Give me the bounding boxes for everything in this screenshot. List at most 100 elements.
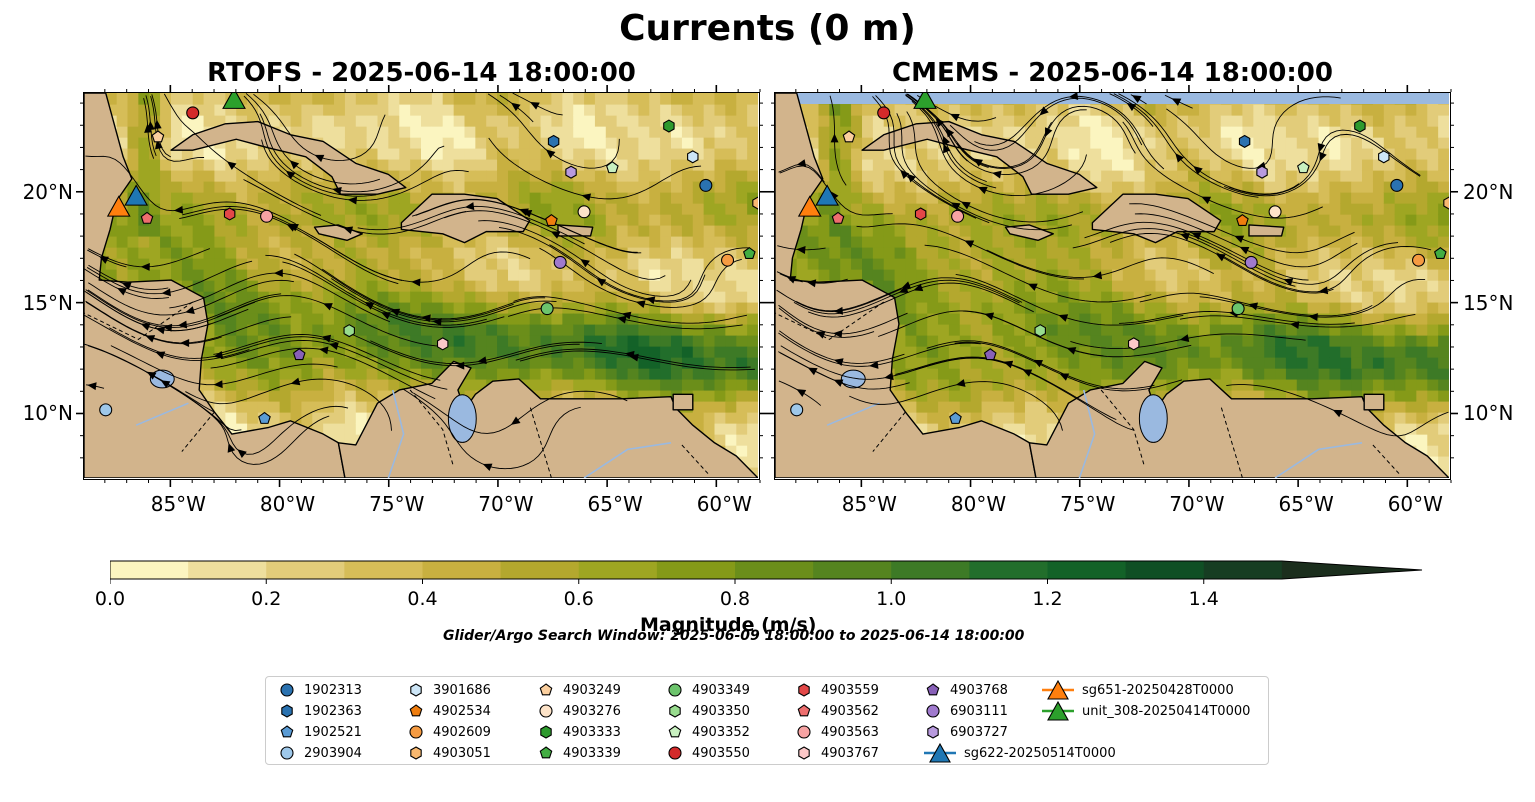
float-marker-4903562[interactable] xyxy=(140,211,154,224)
glider-marker-sg622-20250514T0000[interactable] xyxy=(815,184,840,206)
float-marker-1902521[interactable] xyxy=(258,411,271,424)
float-marker-3901686[interactable] xyxy=(1378,150,1390,164)
float-marker-4903333[interactable] xyxy=(1354,119,1366,133)
float-marker-4903768[interactable] xyxy=(983,348,997,361)
glider-marker-unit_308-20250414T0000[interactable] xyxy=(913,93,937,109)
hexagon-marker-icon xyxy=(798,746,810,760)
float-marker-1902313[interactable] xyxy=(1390,178,1404,192)
legend-item-4902534: 4902534 xyxy=(407,701,491,721)
float-marker-4903350[interactable] xyxy=(1034,324,1046,338)
circle-marker-icon xyxy=(280,683,294,697)
float-marker-4903767[interactable] xyxy=(1127,337,1140,351)
float-marker-4903349[interactable] xyxy=(1231,302,1245,316)
lat-tick-label-right: 15°N xyxy=(1463,290,1514,315)
lat-tick-label-right: 20°N xyxy=(1463,179,1514,204)
legend-label: 4903350 xyxy=(692,703,750,719)
float-marker-4903550[interactable] xyxy=(186,106,200,120)
float-marker-4903349[interactable] xyxy=(540,302,554,316)
float-marker-4903767[interactable] xyxy=(436,337,449,351)
legend-label: sg651-20250428T0000 xyxy=(1082,682,1234,698)
legend-item-4903563: 4903563 xyxy=(795,722,879,742)
colorbar-tick-label: 0.4 xyxy=(407,588,438,610)
circle-marker-icon xyxy=(668,746,682,760)
legend-item-4903276: 4903276 xyxy=(537,701,621,721)
legend-label: 4903051 xyxy=(433,745,491,761)
float-marker-4903051[interactable] xyxy=(1443,196,1449,210)
legend-label: 1902313 xyxy=(304,682,362,698)
float-marker-2903904[interactable] xyxy=(790,403,804,417)
float-marker-4903768[interactable] xyxy=(292,348,306,361)
triangle-line-marker-icon xyxy=(924,743,956,763)
float-marker-4903550[interactable] xyxy=(877,106,891,120)
float-marker-6903727[interactable] xyxy=(565,165,577,179)
float-marker-4903562[interactable] xyxy=(831,211,845,224)
float-marker-4903559[interactable] xyxy=(223,207,236,221)
float-marker-4903249[interactable] xyxy=(842,130,856,143)
legend-item-4903249: 4903249 xyxy=(537,680,621,700)
colorbar-tick-label: 1.2 xyxy=(1032,588,1063,610)
float-marker-4903559[interactable] xyxy=(914,207,927,221)
search-window-text: Glider/Argo Search Window: 2025-06-09 18… xyxy=(443,628,1025,644)
float-marker-1902363[interactable] xyxy=(547,134,560,149)
legend-label: 4903249 xyxy=(563,682,621,698)
lon-tick-label: 70°W xyxy=(1169,492,1225,516)
colorbar-tick-label: 0.8 xyxy=(719,588,751,610)
float-marker-4902534[interactable] xyxy=(1236,213,1249,226)
float-marker-4903249[interactable] xyxy=(151,130,165,143)
lat-tick-label-left: 20°N xyxy=(22,179,73,204)
float-marker-1902363[interactable] xyxy=(1238,134,1251,149)
streamlines xyxy=(776,93,1449,437)
triangle-line-marker-icon xyxy=(1042,680,1074,700)
hexagon-marker-icon xyxy=(410,746,422,760)
legend-label: 4902609 xyxy=(433,724,491,740)
float-marker-4903339[interactable] xyxy=(1434,247,1447,260)
float-marker-1902521[interactable] xyxy=(949,411,962,424)
float-marker-4903339[interactable] xyxy=(743,247,756,260)
float-marker-4902609[interactable] xyxy=(1412,253,1426,267)
legend-label: 1902363 xyxy=(304,703,362,719)
colorbar-tick-label: 1.4 xyxy=(1188,588,1219,610)
float-marker-1902313[interactable] xyxy=(699,178,713,192)
legend-item-4903349: 4903349 xyxy=(666,680,750,700)
glider-marker-sg651-20250428T0000[interactable] xyxy=(106,195,131,217)
float-marker-6903727[interactable] xyxy=(1256,165,1268,179)
float-marker-6903111[interactable] xyxy=(1244,255,1258,269)
float-marker-4903350[interactable] xyxy=(343,324,355,338)
float-marker-4903051[interactable] xyxy=(752,196,758,210)
pentagon-marker-icon xyxy=(280,725,294,738)
glider-marker-unit_308-20250414T0000[interactable] xyxy=(222,93,246,109)
legend-item-4903562: 4903562 xyxy=(795,701,879,721)
legend-label: 4903352 xyxy=(692,724,750,740)
float-marker-4903352[interactable] xyxy=(1297,161,1310,174)
panel-title-rtofs: RTOFS - 2025-06-14 18:00:00 xyxy=(207,58,636,88)
legend-item-4903767: 4903767 xyxy=(795,743,879,763)
legend-item-4903768: 4903768 xyxy=(924,680,1008,700)
legend-item-1902521: 1902521 xyxy=(278,722,362,742)
float-marker-4903333[interactable] xyxy=(663,119,675,133)
float-marker-2903904[interactable] xyxy=(99,403,113,417)
legend-label: 4903349 xyxy=(692,682,750,698)
float-marker-4903276[interactable] xyxy=(577,205,591,219)
legend: 1902313 1902363 1902521 2903904 3901686 49025… xyxy=(265,676,1269,765)
glider-marker-sg651-20250428T0000[interactable] xyxy=(797,195,822,217)
float-marker-4903563[interactable] xyxy=(951,209,965,223)
hexagon-marker-icon xyxy=(540,725,552,739)
float-marker-4903563[interactable] xyxy=(260,209,274,223)
float-marker-4903276[interactable] xyxy=(1268,205,1282,219)
map-panel-rtofs[interactable] xyxy=(83,92,760,480)
float-marker-6903111[interactable] xyxy=(553,255,567,269)
hexagon-marker-icon xyxy=(281,704,293,718)
glider-marker-sg622-20250514T0000[interactable] xyxy=(124,184,149,206)
float-marker-3901686[interactable] xyxy=(687,150,699,164)
legend-item-1902313: 1902313 xyxy=(278,680,362,700)
legend-label: 6903111 xyxy=(950,703,1008,719)
float-marker-4902609[interactable] xyxy=(721,253,735,267)
legend-label: unit_308-20250414T0000 xyxy=(1082,703,1251,719)
map-panel-cmems[interactable] xyxy=(774,92,1451,480)
legend-label: 4903767 xyxy=(821,745,879,761)
circle-marker-icon xyxy=(797,725,811,739)
float-marker-4903352[interactable] xyxy=(606,161,619,174)
legend-label: 4903563 xyxy=(821,724,879,740)
float-marker-4902534[interactable] xyxy=(545,213,558,226)
hexagon-marker-icon xyxy=(927,725,939,739)
